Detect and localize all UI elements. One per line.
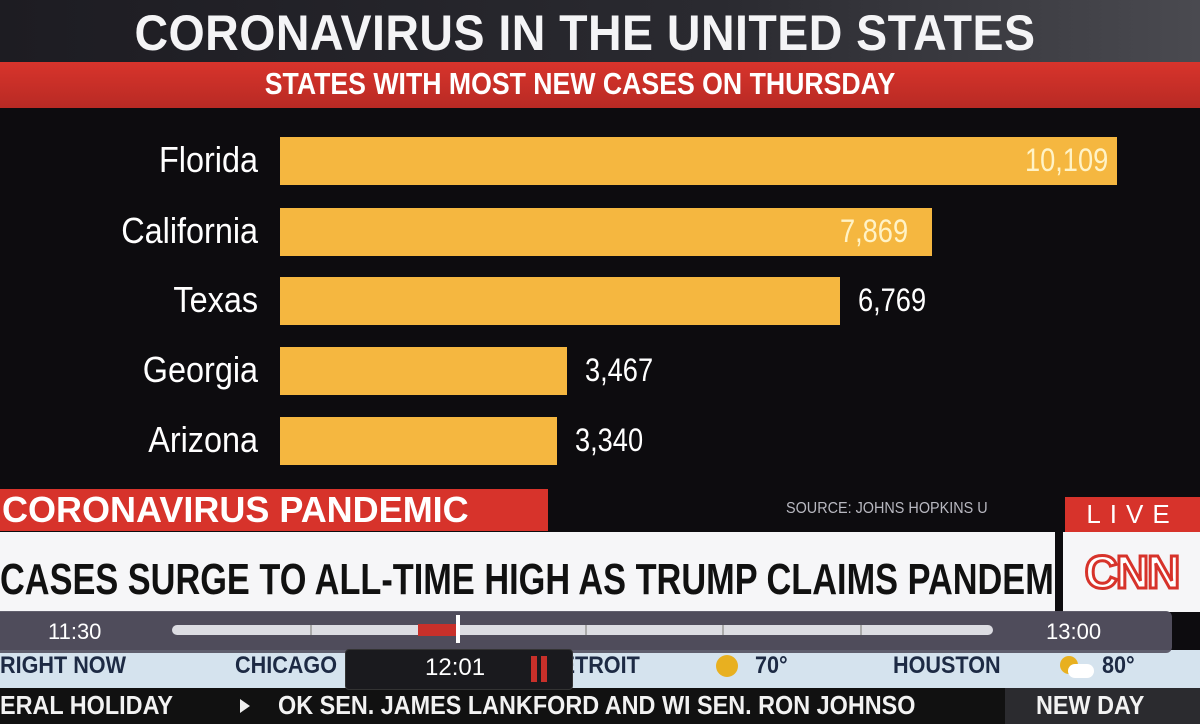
category-label: Texas: [173, 279, 258, 320]
category-label: Georgia: [142, 349, 258, 390]
bar: [280, 137, 1117, 185]
bar: [280, 208, 932, 256]
subtitle-band: [0, 62, 1200, 108]
track-tick: [722, 625, 724, 635]
bar: [280, 347, 568, 395]
end-time: 13:00: [1046, 619, 1102, 644]
track-tick: [860, 625, 862, 635]
sun-icon: [716, 655, 738, 677]
weather-ticker: [0, 650, 1200, 688]
source-text: SOURCE: JOHNS HOPKINS U: [786, 500, 988, 517]
page-title: CORONAVIRUS IN THE UNITED STATES: [134, 5, 1036, 61]
play-arrow-icon: [240, 699, 250, 713]
show-name-box: [1005, 688, 1200, 724]
headline-bar: CASES SURGE TO ALL-TIME HIGH AS TRUMP CL…: [0, 532, 1055, 612]
category-label: Florida: [158, 139, 258, 180]
bar: [280, 417, 557, 465]
track-tick: [310, 625, 312, 635]
headline-text: CASES SURGE TO ALL-TIME HIGH AS TRUMP CL…: [0, 555, 1055, 604]
chart-subtitle: STATES WITH MOST NEW CASES ON THURSDAY: [264, 66, 896, 101]
data-label: 10,109: [1025, 142, 1109, 178]
data-label: 7,869: [839, 213, 908, 249]
cnn-logo: CNN: [1083, 545, 1182, 600]
title-background: [0, 0, 1200, 62]
category-label: Arizona: [148, 419, 258, 460]
ticker-temp: 80°: [1102, 652, 1135, 679]
track-tick: [585, 625, 587, 635]
news-crawl: [0, 688, 1200, 724]
data-label: 3,340: [574, 422, 643, 458]
show-name: NEW DAY: [1036, 690, 1145, 720]
ticker-temp: 70°: [755, 652, 788, 679]
ticker-city: HOUSTON: [893, 652, 1001, 679]
data-label: 6,769: [858, 282, 927, 318]
seek-handle[interactable]: [456, 615, 460, 643]
partly-cloudy-icon: [1060, 656, 1094, 678]
ticker-label: RIGHT NOW: [0, 652, 126, 679]
pause-icon[interactable]: [531, 656, 547, 682]
current-time: 12:01: [425, 654, 486, 681]
category-label: California: [121, 210, 258, 251]
crawl-text: OK SEN. JAMES LANKFORD AND WI SEN. RON J…: [278, 690, 916, 720]
seek-track[interactable]: [172, 625, 993, 635]
data-label: 3,467: [585, 352, 654, 388]
topic-label: CORONAVIRUS PANDEMIC: [0, 489, 548, 531]
bar: [280, 277, 841, 325]
seek-progress: [418, 624, 456, 636]
live-badge: LIVE: [1065, 497, 1200, 532]
ticker-city: CHICAGO: [235, 652, 338, 679]
start-time: 11:30: [48, 619, 102, 644]
cnn-logo-box: CNN: [1063, 532, 1200, 612]
crawl-text: ERAL HOLIDAY: [0, 690, 173, 720]
